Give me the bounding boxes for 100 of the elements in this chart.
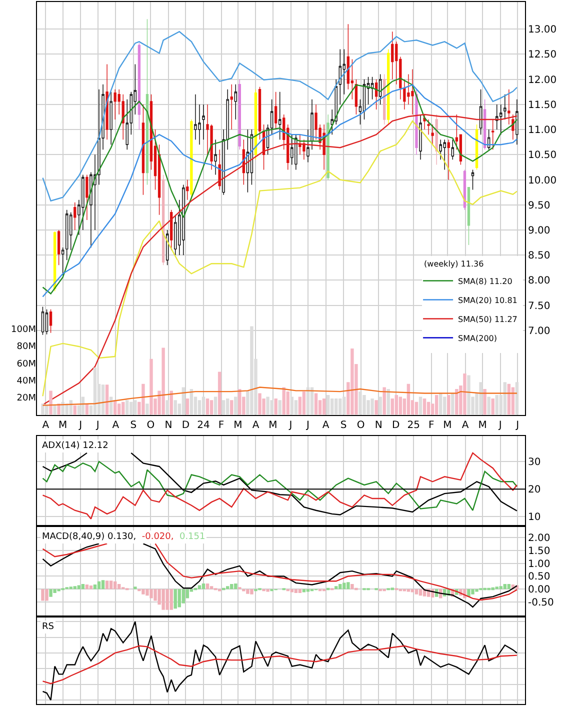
bar <box>394 395 398 415</box>
bar <box>186 398 190 415</box>
bar <box>382 387 386 415</box>
x-tick-label: M <box>443 420 452 431</box>
candlestick <box>374 78 378 110</box>
bar <box>491 398 494 415</box>
candlestick <box>423 114 426 130</box>
candlestick <box>238 78 241 150</box>
x-tick-label: 25 <box>407 420 420 431</box>
y-tick-label: 10.50 <box>528 150 557 162</box>
bar <box>434 395 438 415</box>
bar <box>334 398 338 415</box>
bar <box>406 589 410 592</box>
bar <box>294 589 298 594</box>
x-tick-label: N <box>164 420 172 431</box>
candlestick <box>338 48 342 105</box>
bar <box>113 581 117 590</box>
x-tick-label: 24 <box>197 420 210 431</box>
legend-label: SMA(8) 11.20 <box>458 276 512 286</box>
candlestick <box>500 104 502 135</box>
candlestick <box>479 89 482 135</box>
candlestick <box>202 104 205 140</box>
x-tick-label: F <box>218 420 224 431</box>
bar <box>298 589 302 594</box>
bar <box>182 589 186 604</box>
candlestick <box>451 139 454 160</box>
bar <box>302 392 306 415</box>
bar <box>362 395 366 415</box>
bar <box>162 348 165 415</box>
bar <box>93 367 97 415</box>
x-tick-label: A <box>112 420 120 431</box>
y-tick-label: 0.00 <box>528 584 550 596</box>
bar <box>222 400 226 415</box>
bar <box>390 398 394 415</box>
y-tick-label: 10 <box>528 512 541 524</box>
candlestick <box>427 119 430 135</box>
bar <box>483 388 486 415</box>
candlestick <box>182 184 185 256</box>
x-tick-label: J <box>95 420 100 431</box>
bar <box>350 348 354 415</box>
bar <box>330 398 334 415</box>
candlestick <box>508 89 510 125</box>
y-tick-label: 1.00 <box>528 558 550 570</box>
x-tick-label: D <box>182 420 190 431</box>
legend-label: SMA(20) 10.81 <box>458 296 518 305</box>
bar <box>274 398 278 415</box>
y-tick-label: 11.00 <box>528 125 557 136</box>
bar <box>410 589 414 592</box>
bar <box>130 402 133 415</box>
x-tick-label: A <box>252 420 260 431</box>
candlestick <box>290 134 294 166</box>
candlestick <box>142 104 145 196</box>
candlestick <box>403 78 406 110</box>
bar <box>89 586 93 590</box>
bar <box>374 400 378 415</box>
bar <box>122 402 125 415</box>
y-tick-label: 13.00 <box>528 24 557 36</box>
bar <box>49 390 52 415</box>
bar <box>238 388 242 415</box>
bar <box>290 589 294 592</box>
bar <box>178 589 181 608</box>
candlestick <box>190 119 193 200</box>
bar <box>455 388 458 415</box>
candlestick <box>214 139 217 176</box>
bar <box>378 396 382 415</box>
y-tick-label: 11.50 <box>528 100 557 111</box>
y2-tick-label: 60M <box>16 359 36 370</box>
text: 0.151 <box>179 532 206 542</box>
bar <box>117 584 121 590</box>
text: (weekly) 11.36 <box>424 259 484 268</box>
x-tick-label: O <box>146 420 155 431</box>
candlestick <box>516 99 518 145</box>
candlestick <box>226 89 229 150</box>
x-tick-label: A <box>322 420 330 431</box>
bar <box>101 580 105 590</box>
bar <box>105 580 109 590</box>
y-tick-label: 8.00 <box>528 276 550 287</box>
candlestick <box>138 42 141 130</box>
bar <box>117 404 121 415</box>
bar <box>230 584 234 590</box>
bar <box>41 589 44 601</box>
bar <box>73 586 76 590</box>
bar <box>202 396 206 415</box>
bar <box>226 398 230 415</box>
x-tick-label: M <box>58 420 68 431</box>
bar <box>507 584 511 590</box>
bar <box>61 402 64 415</box>
y-tick-label: 30 <box>528 457 541 468</box>
bar <box>134 400 137 415</box>
bar <box>322 398 326 415</box>
bar <box>250 589 254 594</box>
candlestick <box>45 308 48 335</box>
bar <box>206 398 210 415</box>
bar <box>346 582 350 590</box>
x-tick-label: S <box>130 420 137 431</box>
y2-tick-label: 20M <box>16 394 36 404</box>
bar <box>234 396 238 415</box>
bar <box>443 396 446 415</box>
bar <box>154 589 157 601</box>
bar <box>266 396 270 415</box>
